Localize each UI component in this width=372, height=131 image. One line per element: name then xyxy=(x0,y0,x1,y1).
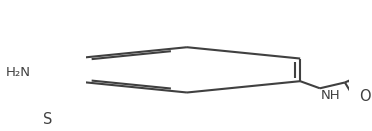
Text: NH: NH xyxy=(321,89,341,102)
Text: O: O xyxy=(359,89,371,104)
Text: H₂N: H₂N xyxy=(5,66,30,79)
Text: S: S xyxy=(43,112,52,127)
